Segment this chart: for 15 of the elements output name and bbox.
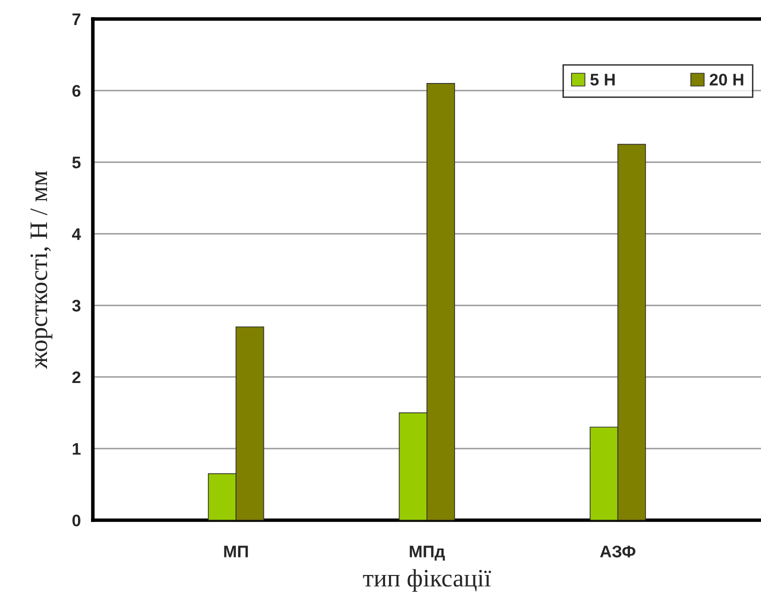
x-tick-label: МП: [224, 546, 248, 558]
legend-label: 5 Н: [590, 74, 615, 86]
y-tick-label: 7: [72, 14, 80, 26]
y-axis-title: жорсткості, Н / мм: [30, 171, 52, 369]
y-tick-label: 3: [72, 300, 80, 312]
x-tick-label: АЗФ: [600, 546, 636, 558]
y-tick-label: 1: [72, 443, 81, 455]
y-tick-label: 0: [72, 514, 80, 526]
x-tick-label: МПд: [410, 546, 445, 561]
y-tick-label: 2: [72, 371, 80, 384]
x-axis-title: тип фіксації: [363, 569, 492, 592]
y-tick-label: 6: [72, 84, 80, 97]
y-tick-label: 5: [72, 156, 81, 168]
y-tick-label: 4: [72, 228, 81, 240]
legend-label: 20 Н: [710, 74, 744, 86]
